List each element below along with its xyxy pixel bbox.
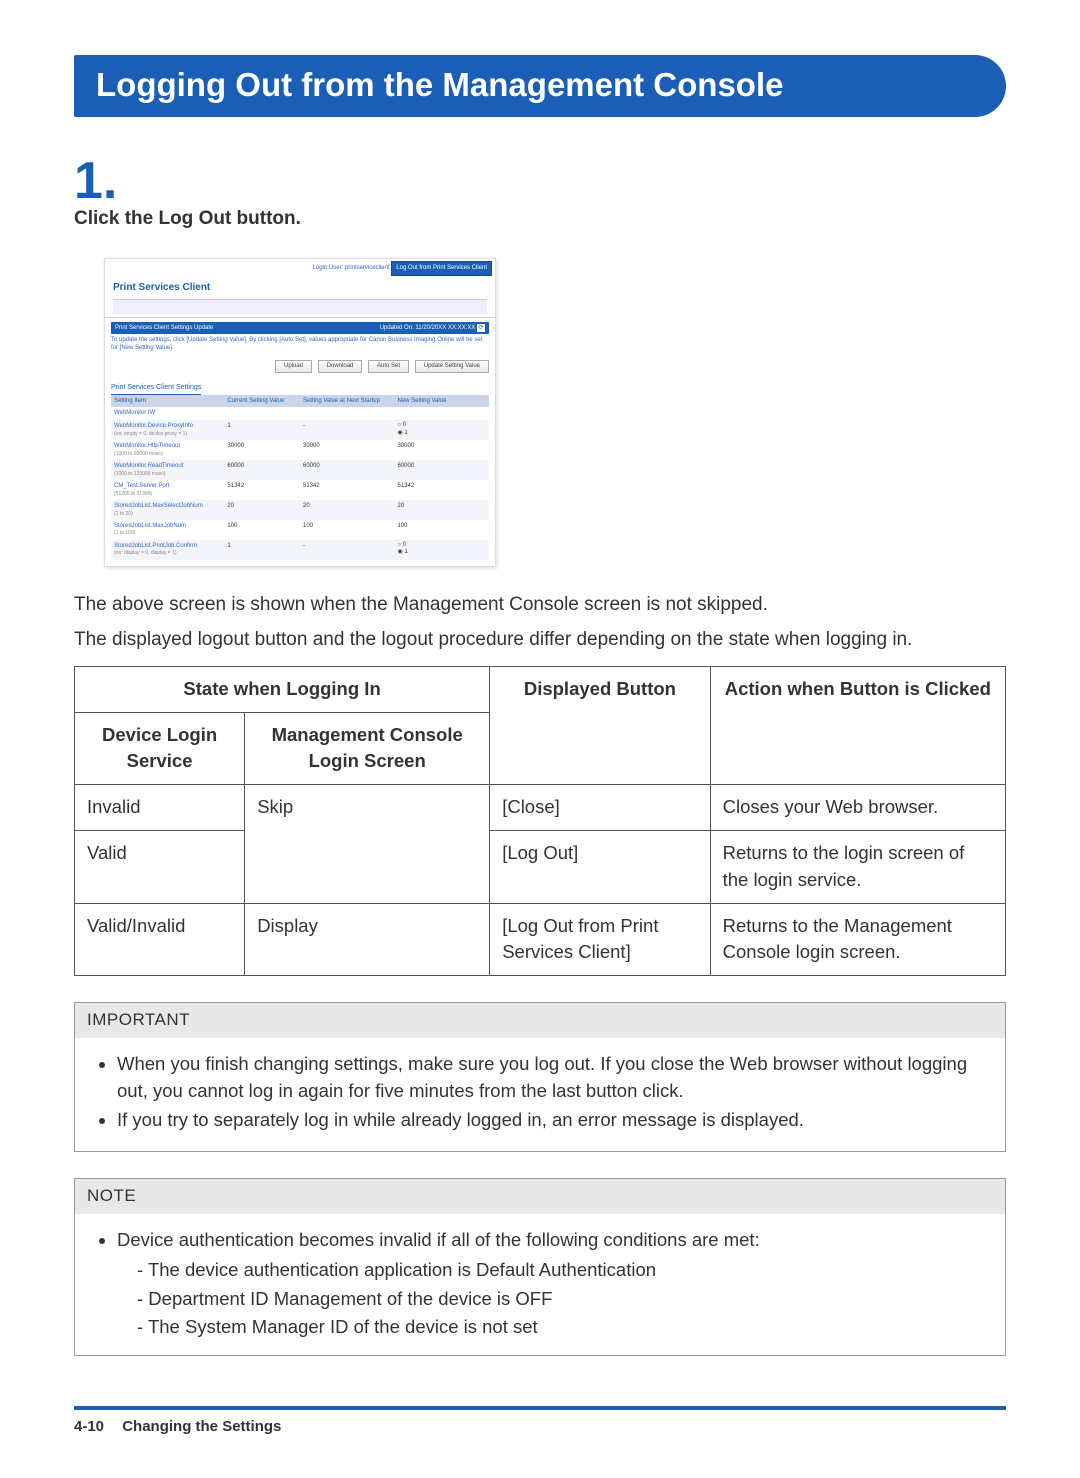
footer-chapter: Changing the Settings xyxy=(122,1418,281,1435)
paragraph-1: The above screen is shown when the Manag… xyxy=(74,591,1006,619)
info-col3: Displayed Button xyxy=(490,666,710,784)
important-list: When you finish changing settings, make … xyxy=(97,1051,983,1134)
screenshot-title: Print Services Client xyxy=(113,282,210,293)
update-bar-right: Updated On: 11/20/20XX XX:XX:XX xyxy=(380,325,476,331)
step-text: Click the Log Out button. xyxy=(74,205,1006,233)
important-item: When you finish changing settings, make … xyxy=(117,1051,983,1105)
settings-col4: New Setting Value xyxy=(394,395,489,408)
page-footer: 4-10 Changing the Settings xyxy=(74,1410,1006,1438)
info-col2: Management Console Login Screen xyxy=(245,712,490,785)
logout-button[interactable]: Log Out from Print Services Client xyxy=(391,261,492,276)
note-callout: NOTE Device authentication becomes inval… xyxy=(74,1178,1006,1356)
important-title: IMPORTANT xyxy=(75,1003,1005,1038)
note-sub-item: - The System Manager ID of the device is… xyxy=(137,1314,983,1341)
note-lead: Device authentication becomes invalid if… xyxy=(117,1227,983,1254)
important-callout: IMPORTANT When you finish changing setti… xyxy=(74,1002,1006,1152)
note-title: NOTE xyxy=(75,1179,1005,1214)
settings-col2: Current Setting Value xyxy=(224,395,300,408)
settings-header: Print Services Client Settings xyxy=(111,379,201,395)
refresh-icon[interactable]: ⟳ xyxy=(477,324,485,332)
update-setting-button[interactable]: Update Setting Value xyxy=(415,360,489,373)
table-row: InvalidSkip[Close]Closes your Web browse… xyxy=(75,785,1006,831)
screenshot-settings-table: Setting Item Current Setting Value Setti… xyxy=(111,395,489,560)
logout-info-table: State when Logging In Displayed Button A… xyxy=(74,666,1006,977)
info-group-header: State when Logging In xyxy=(75,666,490,712)
note-sub-item: - Department ID Management of the device… xyxy=(137,1286,983,1313)
download-button[interactable]: Download xyxy=(318,360,363,373)
login-user-label: Login User: printserviceclient xyxy=(313,265,390,271)
info-col4: Action when Button is Clicked xyxy=(710,666,1005,784)
update-bar-left: Print Services Client Settings Update xyxy=(115,324,213,333)
paragraph-2: The displayed logout button and the logo… xyxy=(74,626,1006,654)
important-item: If you try to separately log in while al… xyxy=(117,1107,983,1134)
settings-col1: Setting Item xyxy=(111,395,224,408)
settings-col3: Setting Value at Next Startup xyxy=(300,395,395,408)
table-row: Valid/InvalidDisplay[Log Out from Print … xyxy=(75,903,1006,976)
upload-button[interactable]: Upload xyxy=(275,360,312,373)
step-number: 1. xyxy=(74,155,1006,207)
footer-page-number: 4-10 xyxy=(74,1418,104,1435)
note-sub-item: - The device authentication application … xyxy=(137,1257,983,1284)
note-list: Device authentication becomes invalid if… xyxy=(97,1227,983,1254)
embedded-screenshot: Login User: printserviceclient Log Out f… xyxy=(104,258,496,566)
table-row: Valid[Log Out]Returns to the login scree… xyxy=(75,830,1006,903)
page-heading: Logging Out from the Management Console xyxy=(74,55,1006,117)
screenshot-note: To update the settings, click [Update Se… xyxy=(111,334,489,356)
info-col1: Device Login Service xyxy=(75,712,245,785)
autoset-button[interactable]: Auto Set xyxy=(368,360,409,373)
